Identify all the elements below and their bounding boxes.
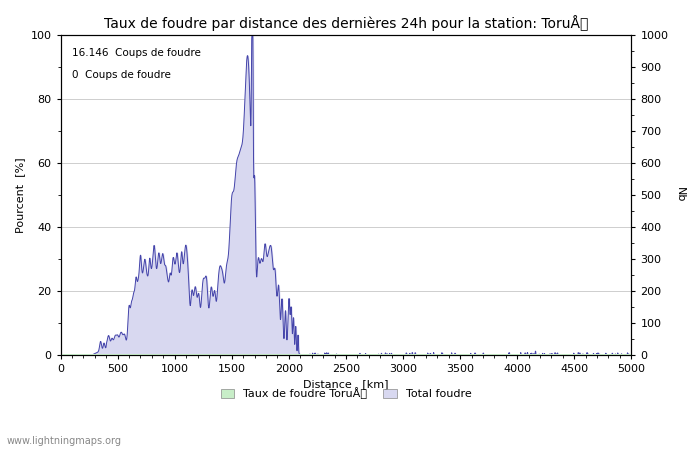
Y-axis label: Nb: Nb	[675, 187, 685, 202]
Text: www.lightningmaps.org: www.lightningmaps.org	[7, 436, 122, 446]
Text: 0  Coups de foudre: 0 Coups de foudre	[72, 70, 171, 80]
Y-axis label: Pourcent  [%]: Pourcent [%]	[15, 157, 25, 233]
Legend: Taux de foudre ToruÅ, Total foudre: Taux de foudre ToruÅ, Total foudre	[216, 382, 476, 404]
Text: 16.146  Coups de foudre: 16.146 Coups de foudre	[72, 48, 201, 58]
Title: Taux de foudre par distance des dernières 24h pour la station: ToruÅ: Taux de foudre par distance des dernière…	[104, 15, 588, 31]
X-axis label: Distance   [km]: Distance [km]	[303, 379, 389, 389]
